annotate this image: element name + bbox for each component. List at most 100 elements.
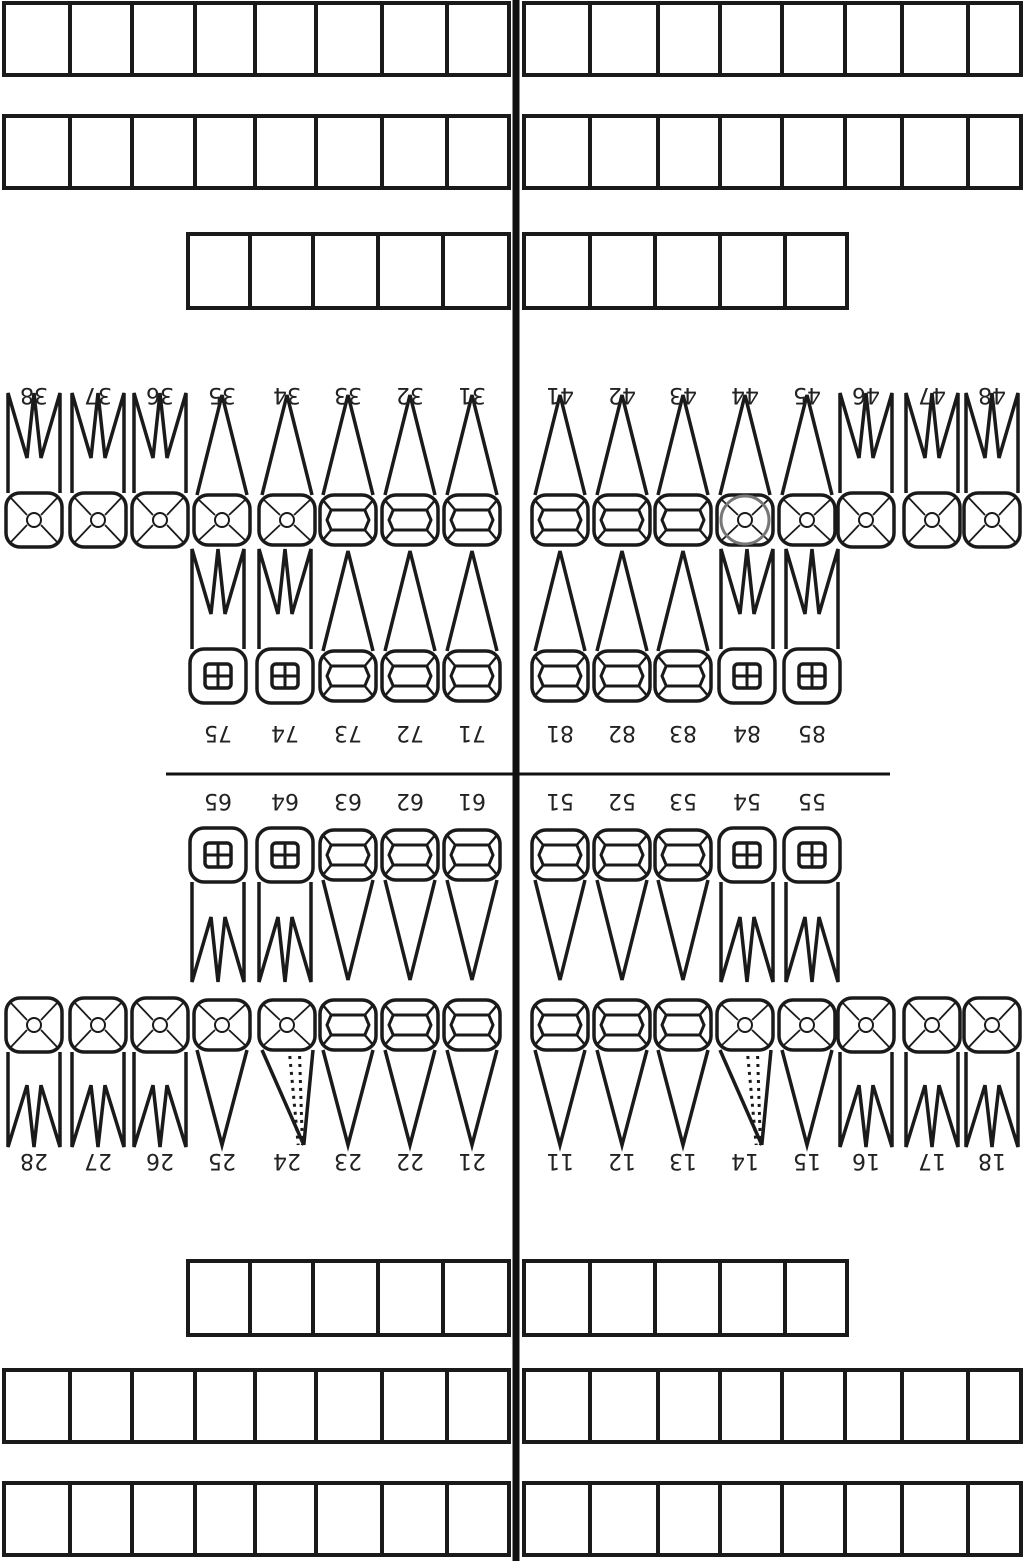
tooth-37[interactable]	[68, 392, 128, 549]
tooth-number-73: 73	[334, 720, 362, 745]
tooth-38[interactable]	[4, 392, 64, 549]
tooth-63[interactable]	[318, 828, 378, 981]
tooth-55[interactable]	[782, 826, 842, 983]
tooth-36[interactable]	[130, 392, 190, 549]
tooth-53[interactable]	[653, 828, 713, 981]
root-outline	[6, 392, 62, 493]
tooth-52[interactable]	[592, 828, 652, 981]
crown-line	[533, 654, 545, 667]
fissure-line	[720, 498, 739, 516]
tooth-64[interactable]	[255, 826, 315, 983]
crown-outline	[653, 828, 713, 882]
crown-line	[487, 833, 499, 846]
tooth-31[interactable]	[442, 394, 502, 547]
crown-line	[363, 864, 375, 877]
tooth-25[interactable]	[192, 998, 252, 1152]
crown-line	[698, 685, 710, 698]
occlusal-surface	[214, 512, 230, 528]
tooth-16[interactable]	[836, 996, 896, 1148]
tooth-43[interactable]	[653, 394, 713, 547]
fissure-line	[841, 1029, 860, 1049]
crown-line	[445, 1003, 457, 1016]
tooth-41[interactable]	[530, 394, 590, 547]
fissure-line	[166, 496, 185, 516]
tooth-62[interactable]	[380, 828, 440, 981]
tooth-81[interactable]	[530, 550, 590, 703]
tooth-13[interactable]	[653, 998, 713, 1152]
tooth-83[interactable]	[653, 550, 713, 703]
tooth-number-13: 13	[669, 1148, 697, 1173]
fissure-line	[293, 524, 312, 542]
occlusal-surface	[924, 512, 940, 528]
occlusal-surface	[214, 1017, 230, 1033]
crown-line	[425, 654, 437, 667]
tooth-47[interactable]	[902, 392, 962, 549]
tooth-18[interactable]	[962, 996, 1022, 1148]
fissure-line	[73, 1029, 92, 1049]
tooth-48[interactable]	[962, 392, 1022, 549]
tooth-21[interactable]	[442, 998, 502, 1152]
occlusal-surface	[984, 512, 1000, 528]
fissure-line	[938, 496, 957, 516]
tooth-12[interactable]	[592, 998, 652, 1152]
tooth-35[interactable]	[192, 394, 252, 547]
tooth-23[interactable]	[318, 998, 378, 1152]
box-frame	[522, 1368, 1023, 1444]
tooth-number-11: 11	[546, 1148, 574, 1173]
fissure-line	[967, 1029, 986, 1049]
crown-line	[637, 685, 649, 698]
root-outline	[70, 1052, 126, 1148]
crown-outline	[653, 998, 713, 1052]
tooth-75[interactable]	[188, 548, 248, 705]
tooth-51[interactable]	[530, 828, 590, 981]
tooth-61[interactable]	[442, 828, 502, 981]
tooth-33[interactable]	[318, 394, 378, 547]
tooth-22[interactable]	[380, 998, 440, 1152]
tooth-number-63: 63	[334, 788, 362, 813]
tooth-84[interactable]	[717, 548, 777, 705]
tooth-74[interactable]	[255, 548, 315, 705]
tooth-32[interactable]	[380, 394, 440, 547]
tooth-46[interactable]	[836, 392, 896, 549]
tooth-65[interactable]	[188, 826, 248, 983]
fissure-line	[872, 524, 891, 544]
tooth-11[interactable]	[530, 998, 590, 1152]
root-outline	[195, 394, 249, 496]
crown-outline	[442, 998, 502, 1052]
tooth-26[interactable]	[130, 996, 190, 1148]
tooth-number-55: 55	[798, 788, 826, 813]
tooth-85[interactable]	[782, 548, 842, 705]
tooth-number-23: 23	[334, 1148, 362, 1173]
crown-line	[445, 498, 457, 511]
root-outline	[904, 392, 960, 493]
crown-line	[698, 529, 710, 542]
crown-outline	[442, 649, 502, 703]
fissure-line	[135, 1001, 154, 1021]
crown-outline	[442, 493, 502, 547]
tooth-15[interactable]	[777, 998, 837, 1152]
tooth-71[interactable]	[442, 550, 502, 703]
tooth-44[interactable]	[715, 394, 775, 547]
crown-outline	[380, 998, 440, 1052]
crown-line	[445, 1034, 457, 1047]
tooth-34[interactable]	[257, 394, 317, 547]
fissure-line	[104, 1001, 123, 1021]
tooth-42[interactable]	[592, 394, 652, 547]
tooth-73[interactable]	[318, 550, 378, 703]
tooth-45[interactable]	[777, 394, 837, 547]
tooth-14[interactable]	[715, 998, 775, 1146]
tooth-28[interactable]	[4, 996, 64, 1148]
tooth-27[interactable]	[68, 996, 128, 1148]
tooth-17[interactable]	[902, 996, 962, 1148]
tooth-72[interactable]	[380, 550, 440, 703]
occlusal-surface	[279, 1017, 295, 1033]
tooth-54[interactable]	[717, 826, 777, 983]
tooth-82[interactable]	[592, 550, 652, 703]
occlusal-surface	[26, 1017, 42, 1033]
tooth-number-83: 83	[669, 720, 697, 745]
tooth-24[interactable]	[257, 998, 317, 1146]
root-outline	[533, 879, 587, 981]
crown-line	[533, 864, 545, 877]
